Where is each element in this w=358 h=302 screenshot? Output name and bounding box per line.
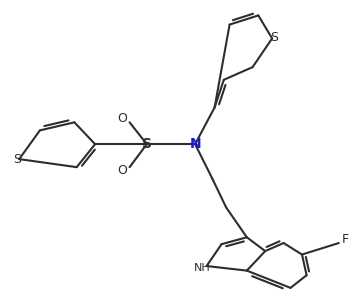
Text: S: S — [270, 31, 279, 44]
Text: NH: NH — [194, 263, 211, 273]
Text: S: S — [142, 137, 152, 151]
Text: F: F — [342, 233, 349, 246]
Text: S: S — [13, 153, 21, 165]
Text: O: O — [118, 112, 127, 125]
Text: O: O — [118, 164, 127, 177]
Text: N: N — [189, 137, 201, 151]
